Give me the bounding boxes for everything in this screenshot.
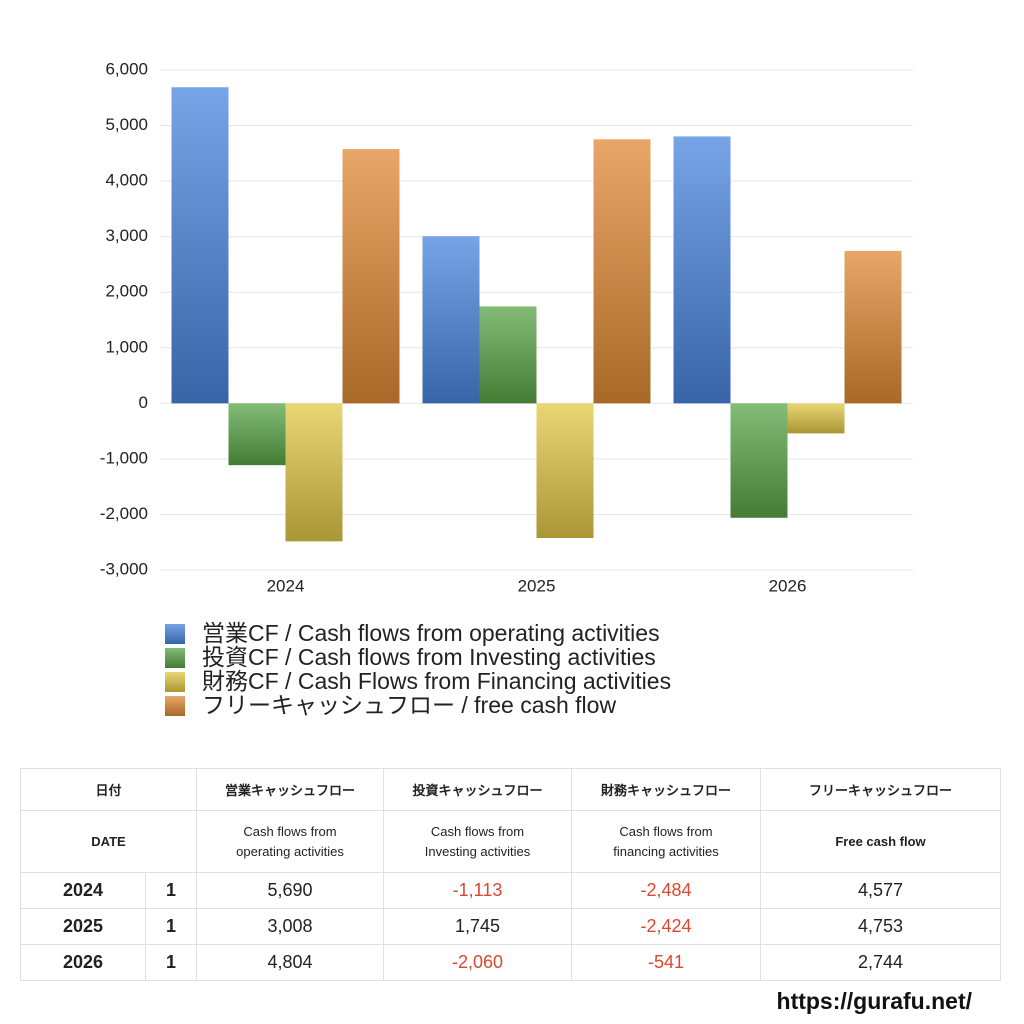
bar <box>673 136 731 404</box>
data-row: 2026 1 4,804 -2,060 -541 2,744 <box>20 944 1002 981</box>
table-cell: Cash flows from Investing activities <box>383 810 573 873</box>
table-cell: Cash flows from financing activities <box>571 810 762 873</box>
bar <box>342 149 400 404</box>
x-tick-label: 2025 <box>518 576 556 595</box>
table-cell: Cash flows from operating activities <box>196 810 385 873</box>
bar <box>228 403 286 466</box>
y-tick-label: 5,000 <box>105 115 148 134</box>
legend-label: フリーキャッシュフロー / free cash flow <box>202 692 616 718</box>
table-cell: -1,113 <box>383 872 573 909</box>
table-cell: 2,744 <box>760 944 1002 981</box>
table-cell: 財務キャッシュフロー <box>571 768 762 811</box>
table-cell: 4,577 <box>760 872 1002 909</box>
bar <box>536 403 594 538</box>
table-cell: 1 <box>144 944 198 981</box>
y-tick-label: 3,000 <box>105 226 148 245</box>
table-cell: 投資キャッシュフロー <box>383 768 573 811</box>
table-cell: 2025 <box>20 908 146 945</box>
bar <box>844 250 902 404</box>
x-tick-label: 2026 <box>769 576 807 595</box>
y-tick-label: 6,000 <box>105 59 148 78</box>
table-cell: フリーキャッシュフロー <box>760 768 1002 811</box>
y-tick-label: -3,000 <box>100 559 148 578</box>
bar <box>171 87 229 404</box>
chart: -3,000 -2,000 -1,000 0 1,000 2,000 3,000 4,000 5… <box>100 59 913 718</box>
bar <box>593 139 651 404</box>
table-cell: 1 <box>144 872 198 909</box>
table-cell: 4,804 <box>196 944 385 981</box>
table-cell: -2,424 <box>571 908 762 945</box>
bar <box>730 403 788 518</box>
table-cell: 日付 <box>19 768 198 811</box>
bar <box>285 403 343 542</box>
table-cell: Free cash flow <box>760 810 1002 873</box>
y-tick-label: 4,000 <box>105 171 148 190</box>
table-cell: 1,745 <box>383 908 573 945</box>
legend-swatch <box>165 696 185 716</box>
footer-url: https://gurafu.net/ <box>776 988 972 1014</box>
y-tick-label: 1,000 <box>105 337 148 356</box>
data-table: 日付 営業キャッシュフロー 投資キャッシュフロー 財務キャッシュフロー フリーキャッシュ… <box>19 768 1002 981</box>
y-tick-label: -1,000 <box>100 448 148 467</box>
legend-swatch <box>165 672 185 692</box>
legend-swatch <box>165 648 185 668</box>
table-cell: -541 <box>571 944 762 981</box>
data-row: 2024 1 5,690 -1,113 -2,484 4,577 <box>20 872 1002 909</box>
x-tick-label: 2024 <box>267 576 305 595</box>
data-row: 2025 1 3,008 1,745 -2,424 4,753 <box>20 908 1002 945</box>
table-cell: 2026 <box>20 944 146 981</box>
table-cell: 営業キャッシュフロー <box>196 768 385 811</box>
bar <box>479 306 537 404</box>
header-row: 日付 営業キャッシュフロー 投資キャッシュフロー 財務キャッシュフロー フリーキャッシュ… <box>19 768 1002 811</box>
bar <box>422 236 480 404</box>
table-cell: 5,690 <box>196 872 385 909</box>
legend-label: 営業CF / Cash flows from operating activit… <box>202 620 660 646</box>
legend-label: 投資CF / Cash flows from Investing activit… <box>202 644 656 670</box>
table-cell: -2,060 <box>383 944 573 981</box>
table-cell: 1 <box>144 908 198 945</box>
y-tick-label: 0 <box>139 393 148 412</box>
header-row: DATE Cash flows from operating activities… <box>19 810 1002 873</box>
table-cell: 2024 <box>20 872 146 909</box>
bar <box>787 403 845 434</box>
y-tick-label: 2,000 <box>105 282 148 301</box>
y-tick-label: -2,000 <box>100 504 148 523</box>
legend-label: 財務CF / Cash Flows from Financing activit… <box>202 668 671 694</box>
table-cell: 4,753 <box>760 908 1002 945</box>
table-cell: DATE <box>19 810 198 873</box>
table-cell: -2,484 <box>571 872 762 909</box>
legend-swatch <box>165 624 185 644</box>
table-cell: 3,008 <box>196 908 385 945</box>
